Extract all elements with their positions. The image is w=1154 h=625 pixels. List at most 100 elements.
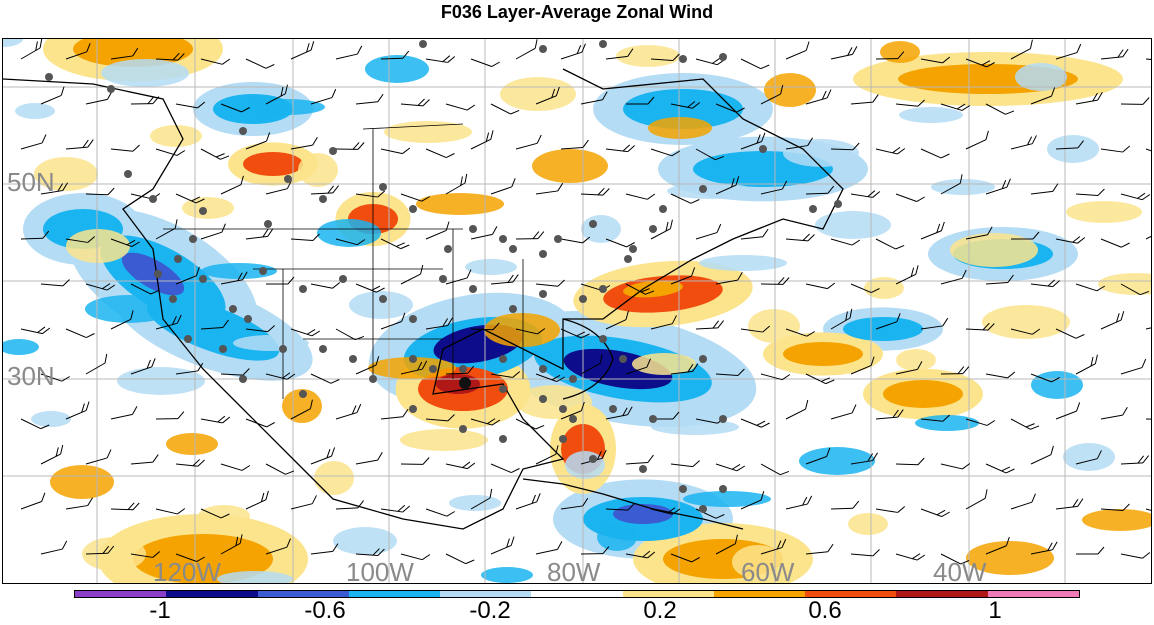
anomaly-contour [843,317,923,341]
wind-barb [1101,233,1130,250]
station-marker [239,127,247,135]
station-marker [509,305,517,313]
anomaly-patch [349,291,413,319]
station-marker [719,53,727,61]
wind-barb [355,94,384,104]
station-marker [284,175,292,183]
station-marker [319,195,327,203]
wind-barb [426,52,455,63]
wind-barb [1053,402,1082,419]
wind-barb [355,452,384,464]
station-marker [124,170,132,178]
wind-barb [1076,547,1104,554]
station-marker [699,185,707,193]
wind-barb [199,224,228,239]
station-marker [409,205,417,213]
wind-barb [18,39,46,59]
wind-barb [829,405,858,419]
anomaly-patch [365,55,429,83]
wind-barb [1119,359,1148,374]
wind-barb [921,143,949,161]
wind-barb [921,502,950,518]
wind-barb [156,412,184,419]
station-marker [229,305,237,313]
wind-barb [535,541,564,554]
wind-barb [1009,494,1038,509]
wind-barb [1121,456,1149,464]
wind-barb [850,95,879,104]
anomaly-patch [249,99,325,115]
wind-barb [489,178,518,194]
station-marker [539,395,547,403]
anomaly-patch [896,349,936,371]
wind-barb [176,457,205,467]
wind-barb [84,450,113,464]
wind-barb [741,413,770,430]
wind-barb [876,502,905,513]
station-marker [539,45,547,53]
anomaly-patch [50,465,114,499]
wind-barb [1098,311,1126,329]
wind-barb [1076,187,1104,196]
wind-barb [334,46,363,59]
station-marker [409,315,417,323]
wind-barb [86,187,114,195]
wind-barb [444,270,473,284]
station-marker [469,285,477,293]
station-marker [579,295,587,303]
wind-barb [201,143,229,162]
wind-barb [626,455,654,464]
wind-barb [830,46,859,59]
station-marker-highlight [459,377,471,389]
wind-barb [986,458,1014,476]
wind-barb [831,501,859,509]
wind-barb [806,277,835,290]
anomaly-patch [799,447,875,475]
station-marker [809,205,817,213]
wind-barb [110,406,139,419]
anomaly-patch [815,211,891,239]
station-marker [699,355,707,363]
wind-barb [1009,135,1038,149]
anomaly-patch [532,149,608,183]
wind-barb [336,142,364,149]
lon-label-100w: 100W [346,559,414,584]
lon-label-80w: 80W [547,559,600,584]
wind-barb [986,367,1015,379]
wind-barb [1073,355,1101,374]
wind-map-svg [3,39,1151,583]
wind-barb [896,547,925,561]
wind-barb [336,501,364,509]
wind-barb [1121,187,1150,201]
wind-barb [291,232,319,241]
station-marker [329,147,337,155]
wind-barb [1028,446,1056,464]
station-marker [299,390,307,398]
wind-barb [581,187,609,195]
station-marker [379,183,387,191]
anomaly-patch [1082,509,1151,531]
wind-barb [896,457,924,465]
wind-barb [1121,547,1150,559]
anomaly-patch [1098,273,1151,295]
wind-barb [851,187,880,198]
colorbar-segment [349,591,440,597]
anomaly-patch [683,491,771,507]
anomaly-patch [101,59,189,87]
station-marker [279,345,287,353]
anomaly-patch [400,429,488,451]
wind-barb [851,547,880,556]
station-marker [589,220,597,228]
station-marker [369,375,377,383]
station-marker [319,345,327,353]
wind-barb [1100,49,1129,59]
wind-barb [535,183,564,194]
wind-barb [896,187,925,203]
wind-barb [19,135,48,149]
wind-barb [334,404,363,419]
anomaly-patch [1031,371,1083,399]
wind-barb [1011,413,1039,432]
lon-label-40w: 40W [933,559,986,584]
wind-barb [381,142,410,155]
wind-barb [446,457,475,470]
